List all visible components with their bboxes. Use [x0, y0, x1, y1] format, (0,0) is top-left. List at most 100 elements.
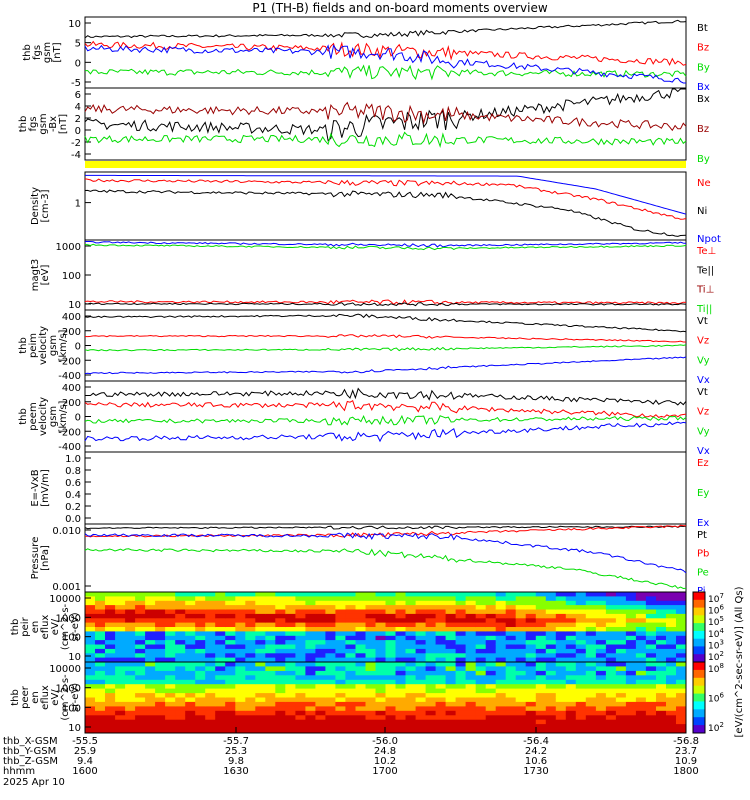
spectrogram-cell	[265, 724, 276, 729]
spectrogram-cell	[195, 679, 206, 685]
spectrogram-cell	[305, 710, 316, 716]
spectrogram-cell	[656, 657, 667, 663]
spectrogram-cell	[85, 728, 96, 734]
spectrogram-cell	[465, 631, 477, 637]
spectrogram-cell	[505, 640, 517, 645]
spectrogram-cell	[225, 662, 236, 667]
spectrogram-cell	[295, 627, 306, 632]
spectrogram-cell	[475, 719, 487, 725]
spectrogram-cell	[255, 688, 266, 694]
spectrogram-cell	[335, 697, 346, 703]
spectrogram-cell	[295, 724, 306, 729]
spectrogram-cell	[245, 684, 256, 690]
spectrogram-cell	[85, 666, 96, 672]
spectrogram-cell	[615, 728, 627, 734]
spectrogram-cell	[575, 728, 587, 734]
spectrogram-cell	[355, 662, 366, 667]
spectrogram-cell	[245, 662, 256, 667]
spectrogram-cell	[245, 592, 256, 597]
spectrogram-cell	[155, 728, 166, 734]
spectrogram-cell	[335, 710, 346, 716]
spectrogram-cell	[235, 684, 246, 690]
spectrogram-cell	[625, 640, 637, 645]
spectrogram-cell	[645, 728, 657, 734]
spectrogram-cell	[445, 662, 457, 667]
spectrogram-cell	[475, 679, 487, 685]
spectrogram-cell	[195, 657, 206, 663]
spectrogram-cell	[445, 701, 457, 707]
legend-label: Pe	[697, 567, 709, 578]
spectrogram-cell	[145, 684, 156, 690]
spectrogram-cell	[125, 688, 136, 694]
spectrogram-cell	[335, 653, 346, 659]
y-tick-label: -400	[58, 371, 81, 382]
spectrogram-cell	[285, 657, 296, 663]
spectrogram-cell	[265, 613, 276, 619]
spectrogram-cell	[195, 675, 206, 681]
spectrogram-cell	[445, 613, 457, 619]
spectrogram-cell	[235, 715, 246, 721]
colorbar-segment	[693, 662, 705, 671]
spectrogram-cell	[355, 706, 366, 712]
spectrogram-cell	[165, 592, 176, 597]
spectrogram-cell	[215, 600, 226, 606]
spectrogram-cell	[105, 644, 116, 650]
legend-label: Vt	[697, 316, 708, 327]
spectrogram-cell	[395, 644, 406, 650]
spectrogram-cell	[305, 622, 316, 628]
spectrogram-cell	[165, 609, 176, 615]
legend-label: Vz	[697, 407, 709, 418]
spectrogram-cell	[205, 613, 216, 619]
spectrogram-cell	[605, 684, 617, 690]
spectrogram-cell	[165, 605, 176, 610]
spectrogram-cell	[175, 715, 186, 721]
spectrogram-cell	[335, 688, 346, 694]
spectrogram-cell	[676, 724, 687, 729]
spectrogram-cell	[415, 605, 427, 610]
spectrogram-cell	[555, 697, 567, 703]
spectrogram-cell	[275, 631, 286, 637]
spectrogram-cell	[575, 679, 587, 685]
spectrogram-cell	[495, 596, 507, 602]
spectrogram-cell	[645, 679, 657, 685]
spectrogram-cell	[155, 609, 166, 615]
spectrogram-cell	[455, 662, 467, 667]
spectrogram-cell	[225, 693, 236, 698]
spectrogram-cell	[485, 596, 497, 602]
spectrogram-cell	[325, 706, 336, 712]
spectrogram-cell	[485, 666, 497, 672]
spectrogram-cell	[305, 631, 316, 637]
spectrogram-cell	[115, 609, 126, 615]
spectrogram-cell	[465, 596, 477, 602]
spectrogram-cell	[275, 701, 286, 707]
spectrogram-cell	[275, 662, 286, 667]
spectrogram-cell	[405, 635, 416, 641]
spectrogram-cell	[475, 605, 487, 610]
spectrogram-cell	[445, 600, 457, 606]
spectrogram-cell	[515, 706, 527, 712]
y-tick-label: 1	[75, 199, 81, 210]
spectrogram-cell	[385, 728, 396, 734]
spectrogram-cell	[85, 613, 96, 619]
spectrogram-cell	[515, 728, 527, 734]
spectrogram-cell	[155, 648, 166, 654]
spectrogram-cell	[625, 657, 637, 663]
spectrogram-cell	[565, 666, 577, 672]
spectrogram-cell	[155, 600, 166, 606]
spectrogram-cell	[385, 648, 396, 654]
spectrogram-cell	[585, 684, 597, 690]
spectrogram-cell	[175, 609, 186, 615]
spectrogram-cell	[515, 618, 527, 624]
spectrogram-cell	[485, 592, 497, 597]
spectrogram-cell	[535, 670, 547, 676]
spectrogram-cell	[85, 618, 96, 624]
spectrogram-cell	[545, 648, 557, 654]
spectrogram-cell	[656, 627, 667, 632]
spectrogram-cell	[385, 670, 396, 676]
spectrogram-cell	[275, 724, 286, 729]
spectrogram-cell	[455, 635, 467, 641]
spectrogram-cell	[245, 728, 256, 734]
spectrogram-cell	[455, 640, 467, 645]
spectrogram-cell	[185, 666, 196, 672]
spectrogram-cell	[225, 600, 236, 606]
